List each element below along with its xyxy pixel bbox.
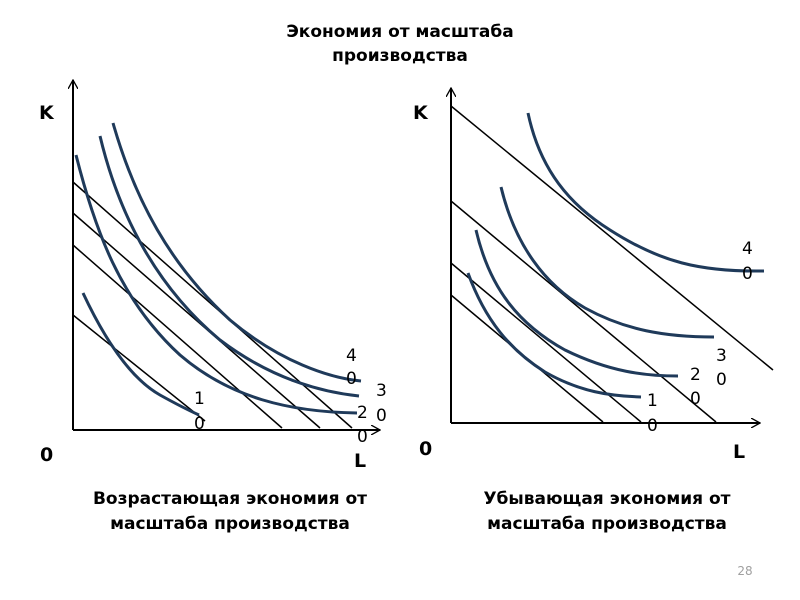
- right-isocost-4: [450, 105, 774, 371]
- right-caption-line-2: масштаба производства: [487, 514, 727, 534]
- left-y-axis-label: K: [39, 102, 55, 124]
- left-label-40-bottom: 0: [346, 369, 357, 389]
- left-label-40-top: 4: [346, 346, 357, 366]
- right-caption-line-1: Убывающая экономия от: [483, 489, 731, 509]
- left-isoquant-40: [111, 122, 362, 383]
- page-number: 28: [737, 564, 753, 578]
- right-origin-label: 0: [419, 438, 432, 460]
- left-isocost-1: [72, 314, 206, 422]
- right-label-30-bottom: 0: [716, 370, 727, 390]
- right-label-40-bottom: 0: [742, 264, 753, 284]
- right-isoquant-labels: 1 0 2 0 3 0 4 0: [647, 239, 753, 436]
- left-caption-line-2: масштаба производства: [110, 514, 350, 534]
- slide-title: Экономия от масштаба производства: [200, 20, 600, 68]
- left-caption-line-1: Возрастающая экономия от: [92, 489, 368, 509]
- left-label-30-top: 3: [376, 381, 387, 401]
- right-isoquant-10: [466, 272, 642, 399]
- right-diagram: K L 0 1 0 2 0 3 0 4 0: [413, 88, 774, 463]
- right-isoquant-30: [499, 186, 715, 339]
- right-label-10-top: 1: [647, 391, 658, 411]
- right-isocost-3: [450, 200, 717, 423]
- left-isoquant-labels: 1 0 2 0 3 0 4 0: [194, 346, 387, 447]
- left-isocost-2: [72, 244, 283, 429]
- right-label-40-top: 4: [742, 239, 753, 259]
- left-caption: Возрастающая экономия от масштаба произв…: [50, 487, 410, 537]
- right-label-10-bottom: 0: [647, 416, 658, 436]
- right-y-axis-label: K: [413, 102, 429, 124]
- right-label-30-top: 3: [716, 346, 727, 366]
- right-isoquant-40: [526, 112, 765, 273]
- right-isocost-2: [450, 262, 642, 423]
- right-x-axis-label: L: [733, 441, 745, 463]
- left-label-30-bottom: 0: [376, 406, 387, 426]
- right-isoquants: [466, 112, 765, 399]
- left-label-10-top: 1: [194, 389, 205, 409]
- left-label-10-bottom: 0: [194, 414, 205, 434]
- right-label-20-top: 2: [690, 365, 701, 385]
- left-isoquant-10: [81, 292, 200, 417]
- left-x-axis-label: L: [354, 450, 366, 472]
- left-isoquants: [74, 122, 362, 417]
- right-isoquant-20: [474, 229, 679, 378]
- right-label-20-bottom: 0: [690, 389, 701, 409]
- left-diagram: K L 0 1 0 2 0 3 0 4 0: [39, 80, 387, 472]
- left-label-20-bottom: 0: [357, 427, 368, 447]
- left-label-20-top: 2: [357, 403, 368, 423]
- title-line-2: производства: [332, 46, 468, 66]
- left-isoquant-30: [98, 135, 360, 398]
- right-caption: Убывающая экономия от масштаба производс…: [427, 487, 787, 537]
- title-line-1: Экономия от масштаба: [286, 22, 514, 42]
- left-origin-label: 0: [40, 444, 53, 466]
- left-isoquant-20: [74, 154, 358, 415]
